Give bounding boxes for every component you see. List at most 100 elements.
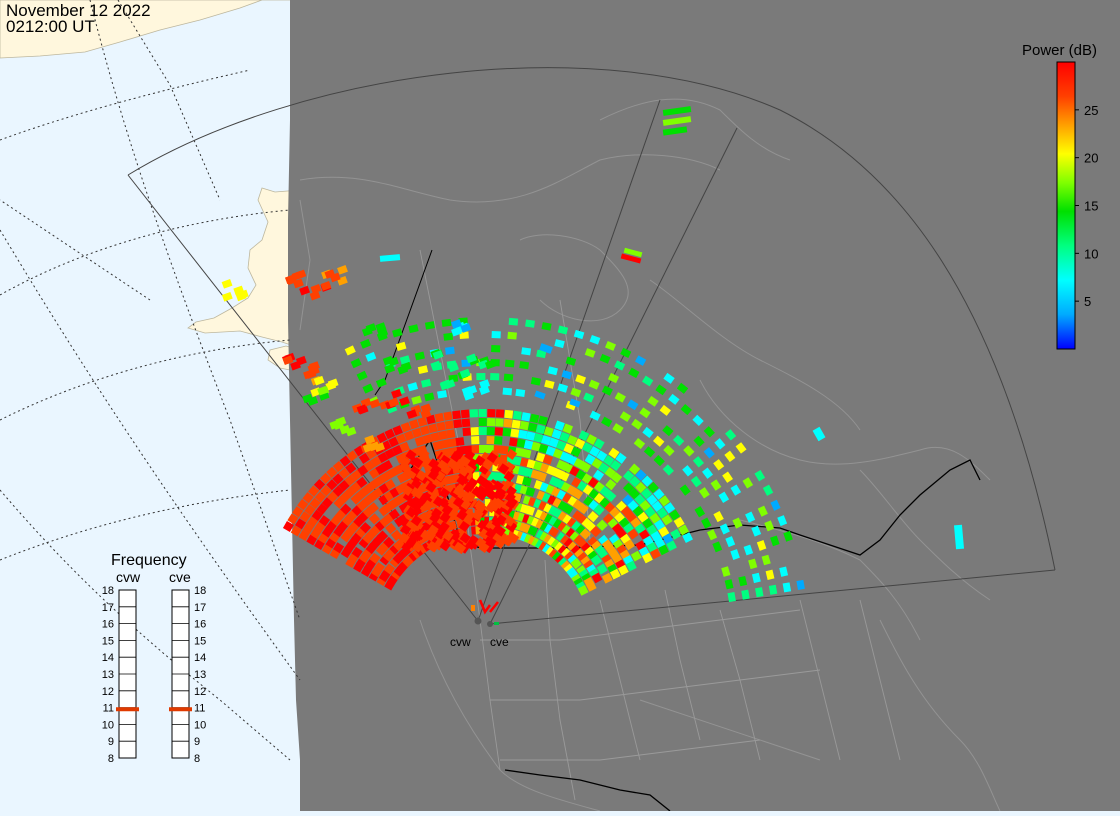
backscatter-cell: [503, 470, 515, 483]
backscatter-cell: [392, 425, 403, 436]
backscatter-cell: [426, 526, 438, 538]
backscatter-cell: [742, 477, 754, 489]
backscatter-cell: [519, 361, 530, 370]
backscatter-cell: [534, 390, 546, 400]
backscatter-cell: [326, 466, 338, 479]
backscatter-cell: [587, 510, 599, 523]
backscatter-cell: [692, 414, 704, 427]
backscatter-cell: [670, 528, 682, 540]
backscatter-cell: [513, 456, 523, 466]
backscatter-cell: [522, 476, 532, 487]
backscatter-cell: [782, 582, 792, 593]
backscatter-cell: [702, 467, 714, 479]
backscatter-cell: [572, 488, 584, 500]
backscatter-cell: [589, 334, 601, 345]
backscatter-cell: [297, 499, 309, 511]
backscatter-cell: [455, 437, 465, 447]
backscatter-cell: [678, 524, 689, 536]
backscatter-cell: [563, 443, 574, 454]
backscatter-cell: [521, 412, 531, 422]
backscatter-cell: [521, 448, 532, 459]
backscatter-cell: [541, 322, 552, 331]
backscatter-cell: [644, 506, 656, 518]
backscatter-cell: [646, 494, 658, 506]
backscatter-cell: [471, 436, 480, 445]
frequency-title: Frequency: [111, 552, 187, 569]
backscatter-cell: [596, 519, 608, 531]
backscatter-cell: [462, 482, 475, 494]
backscatter-cell: [370, 456, 382, 468]
backscatter-cell: [448, 362, 459, 373]
backscatter-cell: [630, 550, 642, 562]
backscatter-cell: [777, 515, 788, 527]
backscatter-cell: [407, 382, 419, 392]
backscatter-cell: [751, 572, 761, 584]
backscatter-cell: [656, 507, 668, 519]
backscatter-cell: [441, 504, 453, 516]
backscatter-cell: [464, 491, 477, 503]
backscatter-cell: [306, 516, 319, 528]
backscatter-cell: [783, 530, 793, 542]
backscatter-cell: [662, 106, 692, 116]
night-shadow: [288, 0, 1120, 811]
backscatter-cell: [303, 369, 314, 380]
backscatter-cell: [768, 584, 778, 595]
backscatter-cell: [609, 459, 622, 472]
backscatter-cell: [634, 493, 646, 506]
frequency-scale: 18 18 17 17 16 16 15 15 14 14 13 13 12 12 11 11 10 10 9 9 8 8: [102, 585, 207, 765]
backscatter-cell: [658, 495, 670, 507]
colorbar-ticks: 25 20 15 10 5: [1075, 103, 1098, 309]
backscatter-cell: [299, 511, 311, 523]
backscatter-cell: [620, 347, 632, 359]
backscatter-cell: [580, 461, 592, 473]
backscatter-cell: [601, 572, 613, 584]
backscatter-cell: [524, 505, 536, 516]
backscatter-cell: [308, 485, 320, 497]
backscatter-cell: [508, 437, 519, 447]
backscatter-cell: [485, 527, 497, 539]
frequency-level-label: 18: [102, 585, 114, 597]
backscatter-cell: [498, 463, 510, 475]
backscatter-cell: [357, 464, 369, 477]
backscatter-cell: [282, 521, 294, 532]
backscatter-cell: [339, 455, 351, 467]
backscatter-cell: [292, 506, 304, 518]
backscatter-cell: [504, 359, 515, 368]
backscatter-cell: [682, 465, 694, 477]
backscatter-cell: [680, 403, 692, 416]
backscatter-cell: [536, 349, 547, 359]
backscatter-cell: [455, 543, 467, 555]
backscatter-cell: [643, 446, 656, 458]
backscatter-cell: [639, 500, 651, 512]
backscatter-cell: [514, 447, 525, 457]
backscatter-cell: [478, 426, 487, 436]
backscatter-cell: [703, 447, 715, 459]
backscatter-cell: [530, 377, 541, 386]
backscatter-cell: [593, 469, 605, 481]
backscatter-cell: [426, 414, 436, 425]
backscatter-cell: [439, 380, 451, 391]
backscatter-cell: [692, 456, 705, 468]
backscatter-cell: [377, 452, 389, 464]
backscatter-cell: [730, 549, 740, 560]
backscatter-cell: [398, 532, 410, 544]
backscatter-cell: [614, 392, 626, 403]
backscatter-cell: [570, 446, 582, 458]
backscatter-cell: [533, 433, 544, 443]
backscatter-cell: [326, 479, 338, 491]
backscatter-cell: [682, 532, 693, 544]
backscatter-cell: [764, 520, 775, 532]
backscatter-cell: [363, 460, 375, 472]
backscatter-cell: [364, 434, 376, 445]
backscatter-cell: [741, 589, 750, 600]
backscatter-cell: [441, 318, 452, 327]
backscatter-cell: [589, 446, 601, 458]
frequency-level-label: 13: [102, 669, 114, 681]
backscatter-cell: [626, 560, 637, 572]
backscatter-cell: [610, 471, 623, 484]
backscatter-cell: [412, 498, 424, 510]
frequency-level-label: 9: [194, 736, 200, 748]
frequency-level-label: 15: [194, 635, 206, 647]
backscatter-cell: [554, 339, 565, 349]
backscatter-cell: [641, 475, 653, 487]
